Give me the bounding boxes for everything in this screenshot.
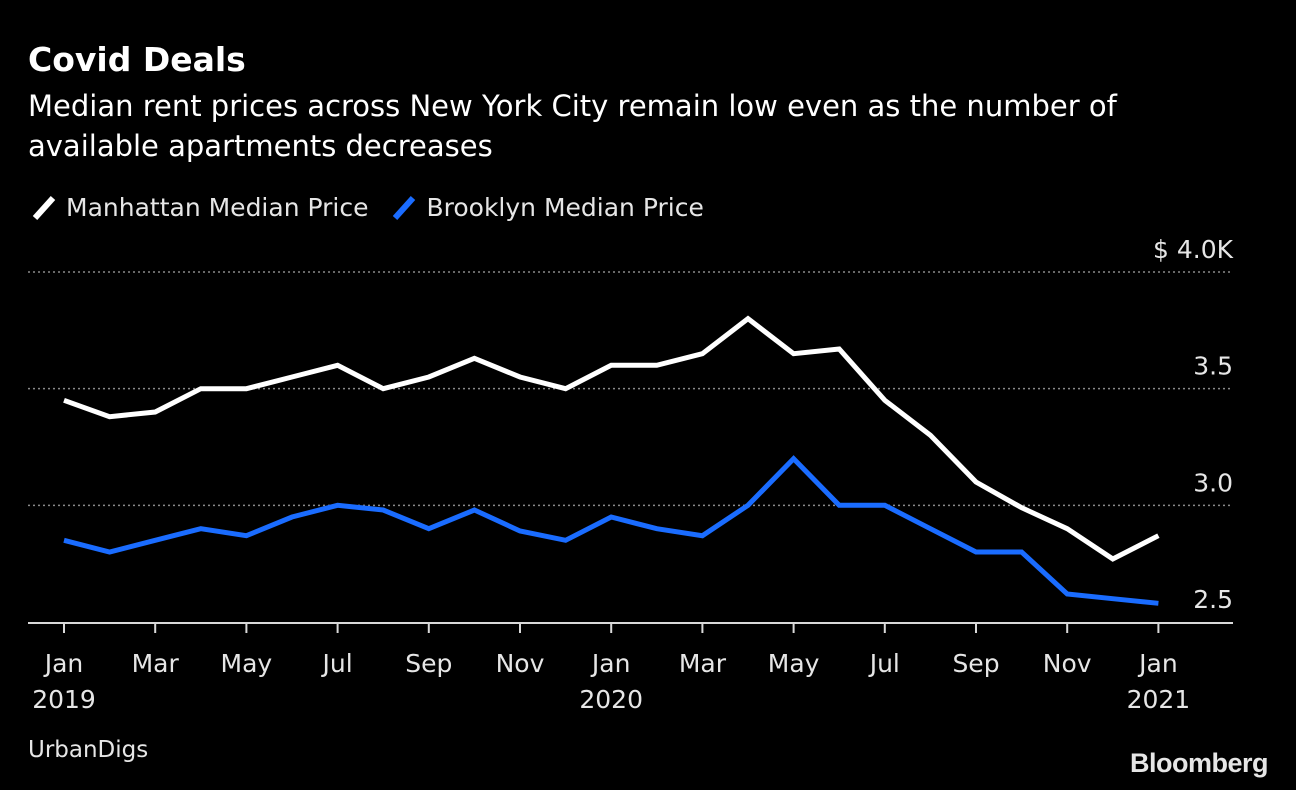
chart-subtitle: Median rent prices across New York City …: [28, 89, 1117, 163]
x-tick-label: Jul: [321, 649, 353, 678]
x-tick-label: Jan: [43, 649, 84, 678]
source-note: UrbanDigs: [28, 737, 149, 763]
x-tick-label: Nov: [496, 649, 545, 678]
legend-swatch-manhattan: [32, 195, 56, 220]
x-tick-label: Jan: [590, 649, 631, 678]
y-tick-label: 2.5: [1193, 585, 1233, 614]
x-tick-label: Mar: [679, 649, 727, 678]
x-tick-label: Mar: [132, 649, 180, 678]
legend-swatch-brooklyn: [393, 195, 416, 220]
legend: Manhattan Median Price Brooklyn Median P…: [30, 193, 726, 222]
manhattan-series-line: [63, 315, 1160, 562]
x-tick-label: May: [768, 649, 820, 678]
y-tick-label: 3.0: [1193, 468, 1233, 497]
x-tick-label: May: [221, 649, 273, 678]
x-tick-year-label: 2020: [579, 685, 643, 714]
brooklyn-series-line: [63, 455, 1159, 606]
bloomberg-logo: Bloomberg: [1129, 748, 1269, 778]
legend-label-manhattan: Manhattan Median Price: [66, 193, 369, 222]
y-tick-label: $ 4.0K: [1153, 235, 1234, 264]
legend-label-brooklyn: Brooklyn Median Price: [426, 193, 704, 222]
chart-title: Covid Deals: [28, 40, 246, 79]
x-tick-year-label: 2019: [32, 685, 96, 714]
x-tick-label: Nov: [1043, 649, 1092, 678]
legend-item-brooklyn: Brooklyn Median Price: [390, 193, 704, 222]
y-tick-label: 3.5: [1193, 352, 1233, 381]
legend-item-manhattan: Manhattan Median Price: [30, 193, 368, 222]
x-tick-year-label: 2021: [1127, 685, 1191, 714]
x-tick-label: Jul: [868, 649, 900, 678]
x-tick-label: Sep: [405, 649, 452, 678]
x-tick-label: Jan: [1137, 649, 1178, 678]
x-tick-label: Sep: [952, 649, 999, 678]
